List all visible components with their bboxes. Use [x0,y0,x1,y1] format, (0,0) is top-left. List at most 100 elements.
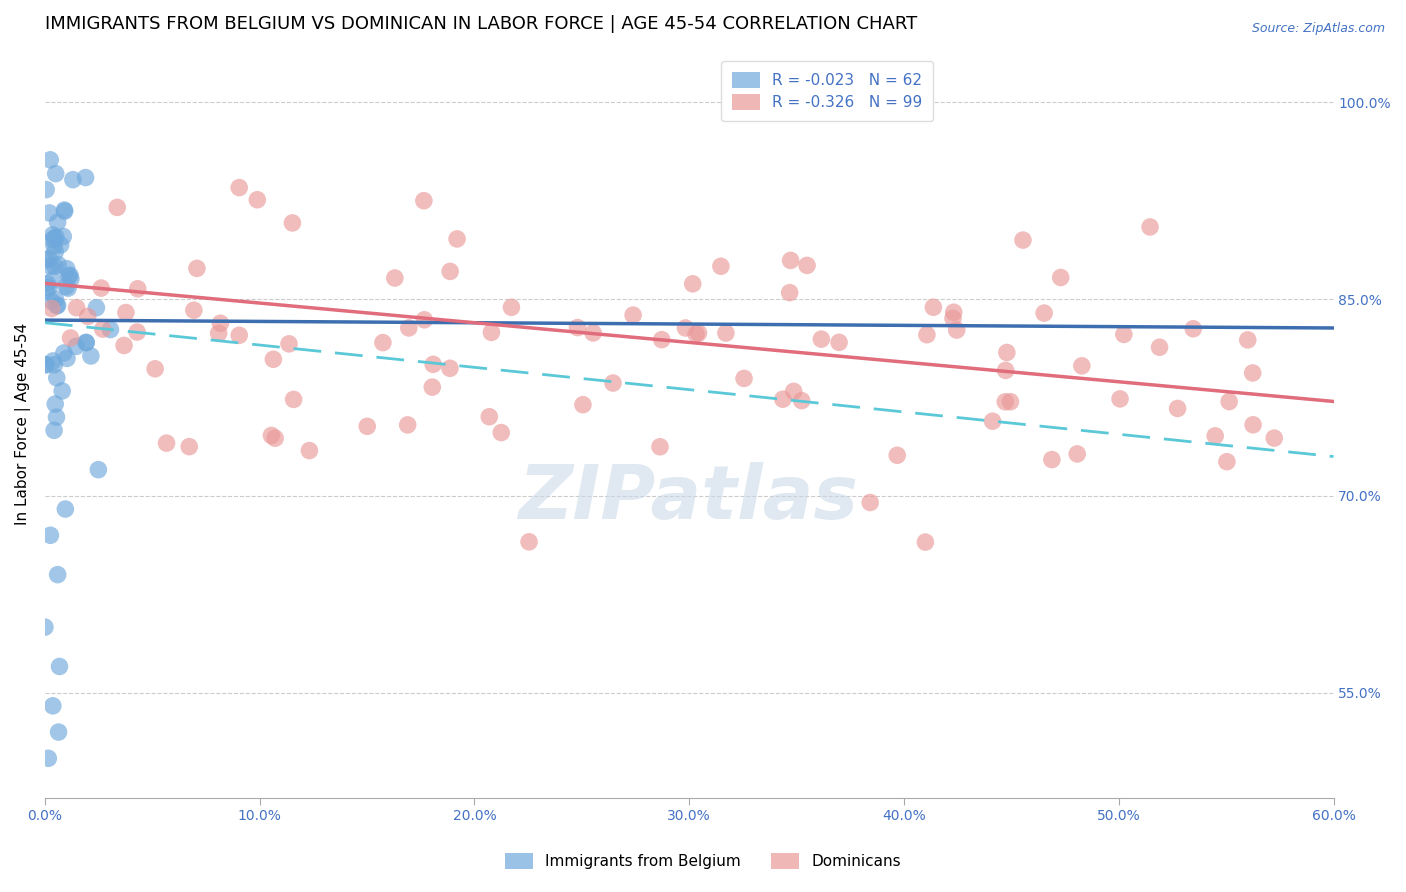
Point [1216,455,1239,469]
Point [413,313,436,327]
Point [41,227,63,242]
Point [37,277,59,291]
Point [56,351,79,366]
Point [41,294,63,309]
Point [112,338,135,352]
Point [59,331,82,345]
Point [621,308,644,322]
Point [995,345,1018,359]
Point [55,279,77,293]
Point [491,425,513,440]
Point [942,311,965,326]
Point [53,202,76,217]
Point [478,409,501,424]
Point [86,301,108,315]
Point [52,346,75,360]
Point [1012,233,1035,247]
Point [53,204,76,219]
Point [283,392,305,407]
Point [371,335,394,350]
Point [914,535,936,549]
Point [115,305,138,319]
Point [567,320,589,334]
Point [994,363,1017,377]
Point [75,170,97,185]
Point [44,260,66,274]
Point [981,414,1004,428]
Point [782,384,804,399]
Point [87,463,110,477]
Text: IMMIGRANTS FROM BELGIUM VS DOMINICAN IN LABOR FORCE | AGE 45-54 CORRELATION CHAR: IMMIGRANTS FROM BELGIUM VS DOMINICAN IN … [45,15,917,33]
Point [1149,340,1171,354]
Point [46,258,69,272]
Point [44,397,66,411]
Point [127,282,149,296]
Point [886,448,908,462]
Point [65,339,87,353]
Point [246,193,269,207]
Y-axis label: In Labor Force | Age 45-54: In Labor Force | Age 45-54 [15,323,31,524]
Point [501,300,523,314]
Point [35,284,58,298]
Point [1109,392,1132,406]
Point [38,251,60,265]
Point [46,298,69,312]
Point [46,215,69,229]
Point [48,659,70,673]
Point [298,443,321,458]
Point [1040,452,1063,467]
Point [779,253,801,268]
Point [39,528,62,542]
Point [46,567,69,582]
Point [45,167,67,181]
Point [859,495,882,509]
Point [34,620,56,634]
Point [41,301,63,316]
Point [44,358,66,372]
Point [208,326,231,341]
Point [52,229,75,244]
Point [41,233,63,247]
Point [65,301,87,315]
Point [356,419,378,434]
Point [49,238,72,252]
Point [675,321,697,335]
Point [517,534,540,549]
Point [59,272,82,286]
Point [772,392,794,407]
Point [228,328,250,343]
Point [39,153,62,167]
Point [35,252,58,267]
Point [1218,394,1240,409]
Point [396,417,419,432]
Point [39,259,62,273]
Point [155,436,177,450]
Legend: Immigrants from Belgium, Dominicans: Immigrants from Belgium, Dominicans [499,847,907,875]
Point [44,292,66,306]
Point [105,200,128,214]
Point [779,285,801,300]
Point [1070,359,1092,373]
Point [45,299,67,313]
Point [828,335,851,350]
Point [422,357,444,371]
Point [278,336,301,351]
Point [42,698,65,713]
Point [262,352,284,367]
Point [35,183,58,197]
Point [796,259,818,273]
Point [143,361,166,376]
Point [260,428,283,442]
Point [55,261,77,276]
Point [183,303,205,318]
Point [446,232,468,246]
Point [127,325,149,339]
Point [76,310,98,324]
Point [733,371,755,385]
Point [412,194,434,208]
Point [281,216,304,230]
Point [35,358,58,372]
Point [62,172,84,186]
Point [42,239,65,253]
Point [51,384,73,398]
